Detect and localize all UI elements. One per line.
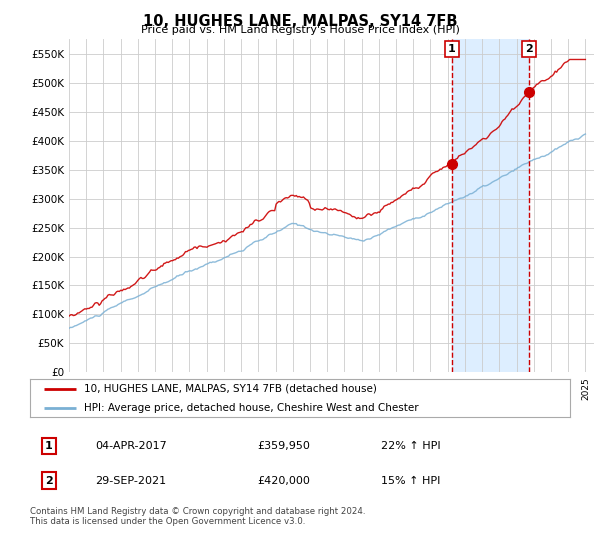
Text: £359,950: £359,950 (257, 441, 310, 451)
Text: Contains HM Land Registry data © Crown copyright and database right 2024.
This d: Contains HM Land Registry data © Crown c… (30, 507, 365, 526)
Text: 1: 1 (45, 441, 53, 451)
Text: Price paid vs. HM Land Registry's House Price Index (HPI): Price paid vs. HM Land Registry's House … (140, 25, 460, 35)
Text: 22% ↑ HPI: 22% ↑ HPI (381, 441, 440, 451)
Text: 10, HUGHES LANE, MALPAS, SY14 7FB (detached house): 10, HUGHES LANE, MALPAS, SY14 7FB (detac… (84, 384, 377, 394)
Text: 29-SEP-2021: 29-SEP-2021 (95, 476, 166, 486)
Text: 04-APR-2017: 04-APR-2017 (95, 441, 167, 451)
Text: 2: 2 (526, 44, 533, 54)
Bar (452, 39, 529, 372)
Text: 1: 1 (448, 44, 456, 54)
Text: 10, HUGHES LANE, MALPAS, SY14 7FB: 10, HUGHES LANE, MALPAS, SY14 7FB (143, 14, 457, 29)
Text: HPI: Average price, detached house, Cheshire West and Chester: HPI: Average price, detached house, Ches… (84, 403, 419, 413)
Text: £420,000: £420,000 (257, 476, 310, 486)
Text: 15% ↑ HPI: 15% ↑ HPI (381, 476, 440, 486)
Text: 2: 2 (45, 476, 53, 486)
